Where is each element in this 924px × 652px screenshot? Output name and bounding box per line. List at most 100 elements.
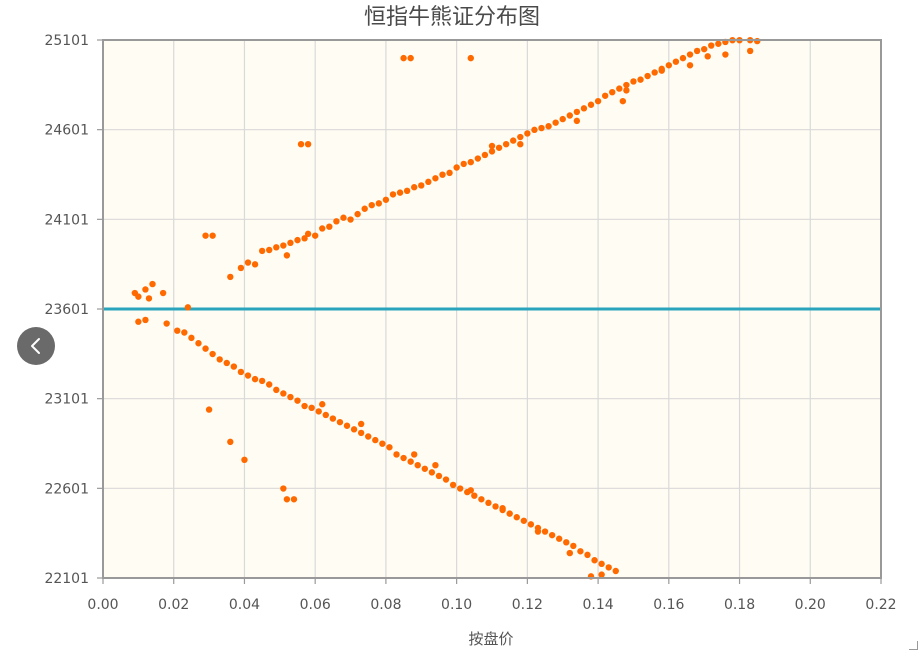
data-point — [407, 458, 414, 465]
data-point — [531, 126, 538, 134]
data-point — [142, 286, 149, 293]
data-point — [754, 37, 761, 45]
data-point — [573, 117, 581, 125]
x-tick-label: 0.14 — [583, 597, 614, 613]
data-point — [591, 557, 598, 564]
data-point — [474, 155, 482, 162]
data-point — [492, 503, 499, 510]
x-tick-label: 0.06 — [300, 597, 331, 613]
data-point — [333, 218, 340, 225]
data-point — [294, 397, 301, 404]
resize-corner-icon — [909, 641, 918, 650]
y-tick-label: 24101 — [44, 212, 89, 228]
previous-button[interactable] — [17, 327, 55, 365]
data-point — [623, 81, 630, 89]
data-point — [379, 440, 386, 447]
data-point — [287, 393, 294, 401]
data-point — [559, 115, 566, 123]
data-point — [442, 476, 450, 483]
data-point — [347, 216, 354, 223]
data-point — [273, 244, 280, 251]
data-point — [485, 499, 492, 507]
data-point — [301, 235, 308, 242]
data-point — [704, 53, 711, 60]
data-point — [686, 62, 694, 69]
data-point — [266, 246, 273, 254]
y-tick-label: 22101 — [44, 571, 89, 587]
data-point — [400, 54, 407, 62]
data-point — [396, 189, 404, 196]
data-point — [594, 97, 602, 105]
data-point — [517, 140, 524, 148]
data-point — [357, 420, 365, 428]
data-point — [510, 137, 517, 144]
y-tick-label: 25101 — [44, 33, 89, 49]
x-tick-label: 0.10 — [441, 597, 472, 613]
data-point — [258, 247, 266, 255]
data-point — [467, 158, 474, 166]
data-point — [658, 67, 665, 74]
data-point — [598, 560, 605, 568]
data-point — [287, 239, 294, 247]
data-point — [202, 232, 209, 239]
data-point — [340, 214, 347, 221]
data-point — [570, 542, 577, 550]
data-point — [630, 78, 637, 85]
x-tick-label: 0.18 — [724, 597, 755, 613]
data-point — [524, 130, 531, 137]
data-point — [159, 289, 167, 297]
data-point — [241, 456, 248, 464]
scatter-points — [131, 36, 761, 580]
data-point — [209, 232, 216, 239]
data-point — [188, 334, 195, 342]
data-point — [393, 451, 400, 458]
data-point — [283, 496, 291, 503]
data-point — [612, 567, 619, 575]
data-point — [623, 87, 630, 94]
data-point — [563, 539, 570, 546]
data-point — [708, 42, 715, 49]
x-tick-label: 0.20 — [795, 597, 826, 613]
data-point — [605, 564, 612, 571]
data-point — [273, 386, 280, 394]
data-point — [403, 187, 411, 195]
data-point — [205, 406, 213, 413]
data-point — [446, 169, 453, 177]
data-point — [644, 72, 651, 80]
data-point — [584, 551, 591, 559]
data-point — [230, 363, 238, 370]
data-point — [301, 402, 308, 410]
data-point — [541, 528, 549, 535]
data-point — [209, 350, 216, 358]
data-point — [587, 101, 595, 108]
data-point — [216, 356, 223, 363]
data-point — [343, 422, 351, 429]
data-point — [527, 521, 535, 528]
data-point — [545, 123, 552, 130]
data-point — [722, 51, 729, 58]
data-point — [418, 182, 425, 189]
data-point — [336, 418, 344, 426]
data-point — [460, 160, 467, 168]
data-point — [548, 531, 556, 539]
data-point — [372, 436, 379, 444]
data-point — [456, 485, 464, 492]
data-point — [700, 45, 708, 53]
data-point — [686, 51, 694, 58]
data-point — [368, 201, 375, 209]
y-tick-label: 24601 — [44, 123, 89, 139]
x-tick-label: 0.22 — [865, 597, 896, 613]
data-point — [637, 76, 644, 83]
data-point — [227, 273, 234, 281]
y-tick-label: 23601 — [44, 302, 89, 318]
data-point — [609, 88, 616, 96]
chevron-left-icon — [31, 338, 40, 354]
data-point — [432, 461, 439, 469]
data-point — [223, 359, 230, 367]
data-point — [566, 549, 573, 557]
data-point — [319, 401, 326, 408]
data-point — [329, 415, 337, 422]
data-point — [552, 119, 559, 126]
data-point — [566, 112, 573, 119]
data-point — [481, 151, 489, 159]
